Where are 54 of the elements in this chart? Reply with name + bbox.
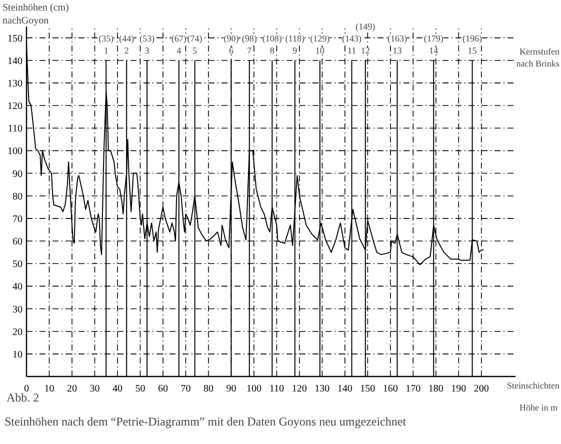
y-tick-label: 50 xyxy=(12,259,22,270)
text: Kernstufen nach Brinks xyxy=(516,46,560,68)
ref-line-label: (90) 6 xyxy=(224,34,239,56)
x-tick-label: 110 xyxy=(269,384,284,394)
x-tick-label: 120 xyxy=(292,384,307,394)
y-tick-label: 30 xyxy=(12,304,22,316)
x-tick-label: 50 xyxy=(135,384,146,394)
ref-line-label: (108) 8 xyxy=(262,34,282,56)
y-tick-label: 20 xyxy=(12,326,22,338)
x-tick-label: 170 xyxy=(406,384,421,394)
ref-line-label: (118) 9 xyxy=(285,34,304,56)
text: Steinhöhen nach dem “Petrie-Diagramm” mit den Daten Goyons neu umgezeichnet xyxy=(4,414,407,428)
y-tick-label: 10 xyxy=(12,349,22,360)
ref-line-label: (74) 5 xyxy=(187,34,202,56)
ref-line-label: (67) 4 xyxy=(171,34,186,56)
x-tick-label: 40 xyxy=(112,384,122,394)
x-tick-label: 160 xyxy=(382,384,398,394)
y-tick-label: 120 xyxy=(8,101,22,112)
text: Höhe in m xyxy=(520,402,558,412)
ref-line-label: (143) 11 xyxy=(342,34,362,56)
x-tick-label: 150 xyxy=(360,384,376,394)
x-tick-label: 10 xyxy=(44,384,54,394)
x-tick-label: 80 xyxy=(203,384,214,394)
x-tick-label: 20 xyxy=(66,384,77,394)
ref-line-label: (44) 2 xyxy=(119,34,134,56)
y-axis-title: Steinhöhen (cm) nachGoyon xyxy=(2,2,69,27)
y-tick-label: 60 xyxy=(12,236,22,248)
x-tick-label: 190 xyxy=(451,384,466,394)
x-tick-label: 70 xyxy=(180,384,191,394)
y-tick-label: 140 xyxy=(8,56,22,67)
y-tick-label: 100 xyxy=(8,146,22,158)
y-tick-label: 40 xyxy=(12,282,22,293)
y-tick-label: 90 xyxy=(12,168,22,180)
x-tick-label: 60 xyxy=(158,384,168,394)
y-tick-label: 70 xyxy=(12,214,22,225)
x-tick-label: 200 xyxy=(474,384,489,394)
ref-line-label: (179) 14 xyxy=(424,34,444,56)
ref-line-label: (129) 10 xyxy=(310,34,330,56)
y-tick-label: 80 xyxy=(12,191,22,202)
x-tick-label: 30 xyxy=(90,384,100,394)
x-tick-label: 140 xyxy=(337,384,352,394)
ref-line-label: (163) 13 xyxy=(387,34,407,56)
x-axis-title: Steinschichten xyxy=(507,380,560,390)
y-tick-label: 130 xyxy=(8,78,22,90)
ref-line-label: (196) 15 xyxy=(462,34,482,56)
ref-line-label: (53) 3 xyxy=(140,34,155,56)
x-tick-label: 130 xyxy=(314,384,330,394)
ref-line-label: (98) 7 xyxy=(242,34,257,56)
y-tick-label: 150 xyxy=(8,33,22,44)
x-tick-label: 180 xyxy=(428,384,444,394)
x-tick-label: 90 xyxy=(226,384,236,394)
x-tick-label: 100 xyxy=(246,384,262,394)
ref-line-label: (35) 1 xyxy=(98,34,114,56)
y-tick-label: 110 xyxy=(8,124,23,135)
